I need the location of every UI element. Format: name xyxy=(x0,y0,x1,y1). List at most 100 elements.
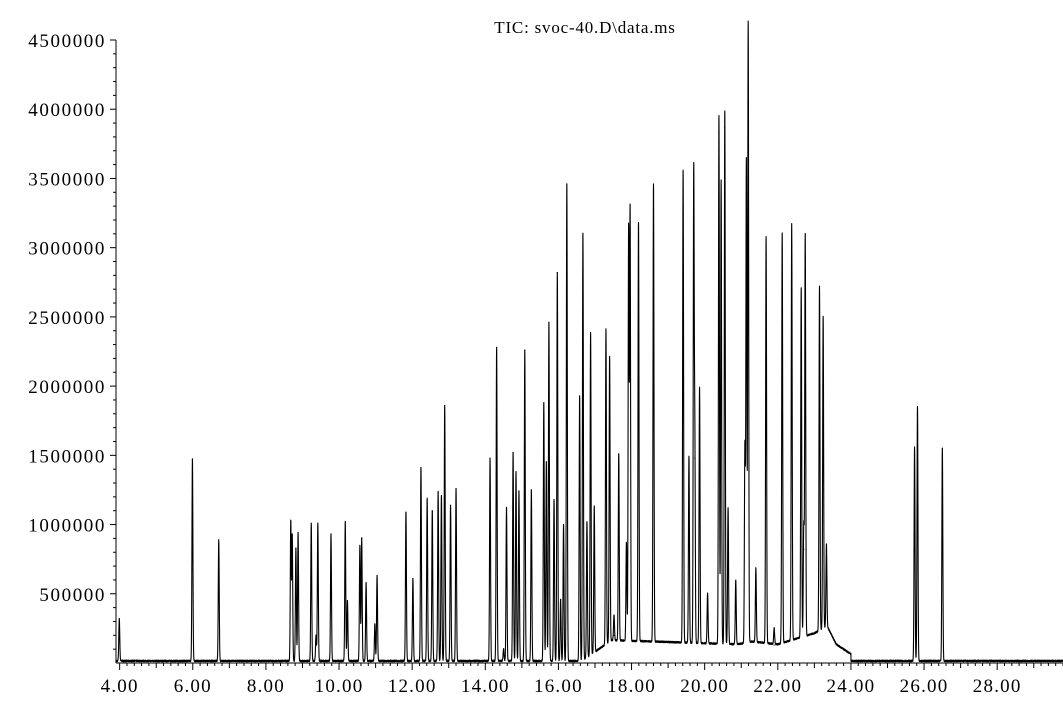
peak-point xyxy=(724,126,726,128)
peak-point xyxy=(618,472,620,474)
peak-point xyxy=(637,241,640,243)
peak-point xyxy=(707,609,709,611)
peak-point xyxy=(745,177,747,180)
peak-point xyxy=(625,561,628,563)
peak-point xyxy=(791,244,793,246)
peak-point xyxy=(747,39,749,41)
peak-point xyxy=(804,258,806,260)
y-tick-label: 500000 xyxy=(39,585,106,606)
peak-point xyxy=(374,623,376,625)
peak-point xyxy=(505,507,508,509)
y-tick-label: 3500000 xyxy=(28,169,106,190)
peak-point xyxy=(496,346,498,348)
peak-point xyxy=(405,511,407,513)
tick-marks xyxy=(110,39,1063,670)
peak-point xyxy=(191,458,194,461)
x-tick-label: 4.00 xyxy=(101,676,139,697)
x-tick-label: 26.00 xyxy=(900,676,949,697)
peak-point xyxy=(720,197,722,199)
peak-point xyxy=(553,499,555,501)
x-tick-label: 12.00 xyxy=(388,676,437,697)
peak-point xyxy=(530,489,532,491)
peak-point xyxy=(562,523,565,526)
peak-point xyxy=(449,504,452,506)
axes xyxy=(115,40,1063,664)
peak-point xyxy=(365,582,367,584)
peak-point xyxy=(818,316,821,318)
peak-point xyxy=(609,374,611,376)
peak-point xyxy=(412,577,414,580)
y-tick-label: 4000000 xyxy=(28,100,106,121)
peak-point xyxy=(613,634,615,636)
peak-point xyxy=(718,132,720,134)
y-tick-label: 2500000 xyxy=(28,308,106,329)
peak-point xyxy=(502,648,505,650)
peak-point xyxy=(682,187,684,189)
peak-point xyxy=(773,644,775,646)
peak-point xyxy=(455,487,457,490)
peak-point xyxy=(518,490,520,492)
peak-point xyxy=(359,544,361,546)
x-tick-label: 8.00 xyxy=(247,676,285,697)
peak-point xyxy=(426,497,428,499)
peak-point xyxy=(431,510,433,512)
peak-point xyxy=(800,310,802,312)
peak-point xyxy=(297,532,299,534)
peak-point xyxy=(543,402,545,404)
x-tick-label: 6.00 xyxy=(174,676,212,697)
peak-point xyxy=(344,521,346,523)
peak-point xyxy=(437,490,439,492)
peak-point xyxy=(735,595,737,598)
peak-point xyxy=(744,461,746,463)
peak-point xyxy=(582,233,584,235)
peak-point xyxy=(291,535,293,537)
y-tick-label: 1500000 xyxy=(28,446,106,467)
peak-point xyxy=(548,321,550,324)
x-tick-label: 20.00 xyxy=(680,676,729,697)
peak-point xyxy=(629,227,631,229)
peak-point xyxy=(515,471,517,473)
y-tick-label: 1000000 xyxy=(28,516,106,537)
peak-point xyxy=(586,523,588,526)
peak-point xyxy=(803,548,805,551)
peak-point xyxy=(589,338,592,340)
peak-point xyxy=(566,183,568,185)
peak-point xyxy=(295,547,297,549)
peak-point xyxy=(440,494,443,497)
x-tick-label: 14.00 xyxy=(461,676,510,697)
peak-point xyxy=(315,634,317,636)
peak-point xyxy=(825,577,828,580)
y-tick-label: 3000000 xyxy=(28,239,106,260)
peak-point xyxy=(310,522,312,524)
peak-point xyxy=(781,249,783,252)
x-tick-label: 22.00 xyxy=(753,676,802,697)
peak-point xyxy=(489,457,491,459)
peak-point xyxy=(755,586,757,588)
peak-point xyxy=(579,395,581,397)
peak-point xyxy=(290,521,292,523)
peak-point xyxy=(330,533,332,535)
peak-point xyxy=(913,446,916,448)
peak-point xyxy=(346,600,349,602)
peak-point xyxy=(688,474,690,476)
chart-title: TIC: svoc-40.D\data.ms xyxy=(494,18,675,37)
peak-point xyxy=(628,247,630,249)
peak-point xyxy=(593,514,595,516)
peak-point xyxy=(693,194,695,196)
peak-point xyxy=(822,348,824,350)
peak-point xyxy=(605,345,607,347)
y-tick-label: 2000000 xyxy=(28,377,106,398)
peak-point xyxy=(444,404,446,407)
peak-point xyxy=(317,522,319,524)
x-tick-label: 16.00 xyxy=(534,676,583,697)
tic-series-line xyxy=(115,20,1063,663)
peak-point xyxy=(376,575,378,577)
peak-point xyxy=(524,349,526,351)
peak-point xyxy=(556,271,558,274)
tick-labels: 4.00 6.00 8.00 10.00 12.00 14.00 16.00 18.00 20.… xyxy=(28,31,1020,697)
peak-point xyxy=(916,406,919,408)
x-tick-label: 10.00 xyxy=(315,676,364,697)
peak-point xyxy=(560,598,562,600)
